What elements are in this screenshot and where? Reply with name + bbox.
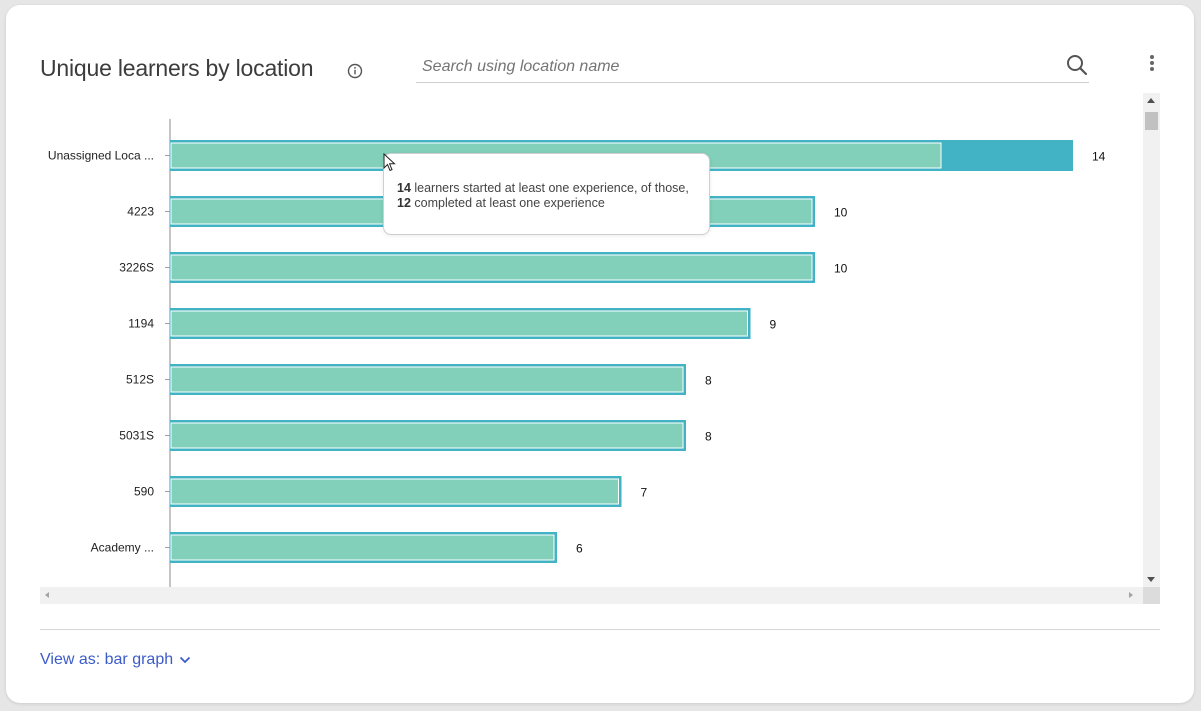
bar-value-label: 8 [705,430,712,444]
bar-value-label: 10 [834,262,848,276]
tooltip-started-text: learners started at least one experience… [410,181,689,195]
vertical-scrollbar[interactable] [1143,93,1160,587]
footer-divider [40,629,1160,630]
bar-value-label: 14 [1092,150,1106,164]
bar-completed [170,310,748,337]
bar-tooltip: 14 learners started at least one experie… [383,153,710,235]
tooltip-completed-count: 12 [397,196,411,210]
horizontal-scrollbar[interactable] [40,587,1143,604]
tooltip-line-completed: 12 completed at least one experience [397,196,709,211]
chevron-down-icon [179,656,191,664]
scroll-left-arrow-icon[interactable] [45,592,49,598]
scroll-corner [1143,587,1160,604]
category-label: 512S [126,373,154,387]
category-label: 5031S [119,429,154,443]
bar-completed [170,478,619,505]
tooltip-completed-text: completed at least one experience [410,196,605,210]
bar-completed [170,254,813,281]
tooltip-line-started: 14 learners started at least one experie… [397,181,709,196]
scroll-down-arrow-icon[interactable] [1147,577,1155,582]
category-label: 3226S [119,261,154,275]
category-label: 590 [134,485,154,499]
category-label: 1194 [128,317,154,331]
bar-value-label: 8 [705,374,712,388]
scroll-thumb[interactable] [1145,112,1158,130]
tooltip-started-count: 14 [397,181,411,195]
category-label: Academy ... [91,541,154,555]
bar-completed [170,422,684,449]
bar-value-label: 9 [770,318,777,332]
bar-value-label: 6 [576,542,583,556]
kebab-menu-icon[interactable] [1144,53,1160,73]
chart-card [6,5,1194,703]
bar-completed [170,366,684,393]
bar-completed [170,534,555,561]
search-input[interactable] [422,54,1042,80]
search-field [416,50,1089,83]
category-label: Unassigned Loca ... [48,149,154,163]
mouse-cursor-icon [383,153,396,172]
search-icon[interactable] [1065,53,1089,77]
view-as-dropdown[interactable]: View as: bar graph [40,651,191,669]
scroll-right-arrow-icon[interactable] [1129,592,1133,598]
bar-value-label: 10 [834,206,848,220]
bar-value-label: 7 [641,486,648,500]
category-label: 4223 [127,205,154,219]
view-as-label: View as: bar graph [40,651,174,668]
info-icon[interactable] [346,62,364,80]
scroll-up-arrow-icon[interactable] [1147,98,1155,103]
page-title: Unique learners by location [40,55,314,81]
